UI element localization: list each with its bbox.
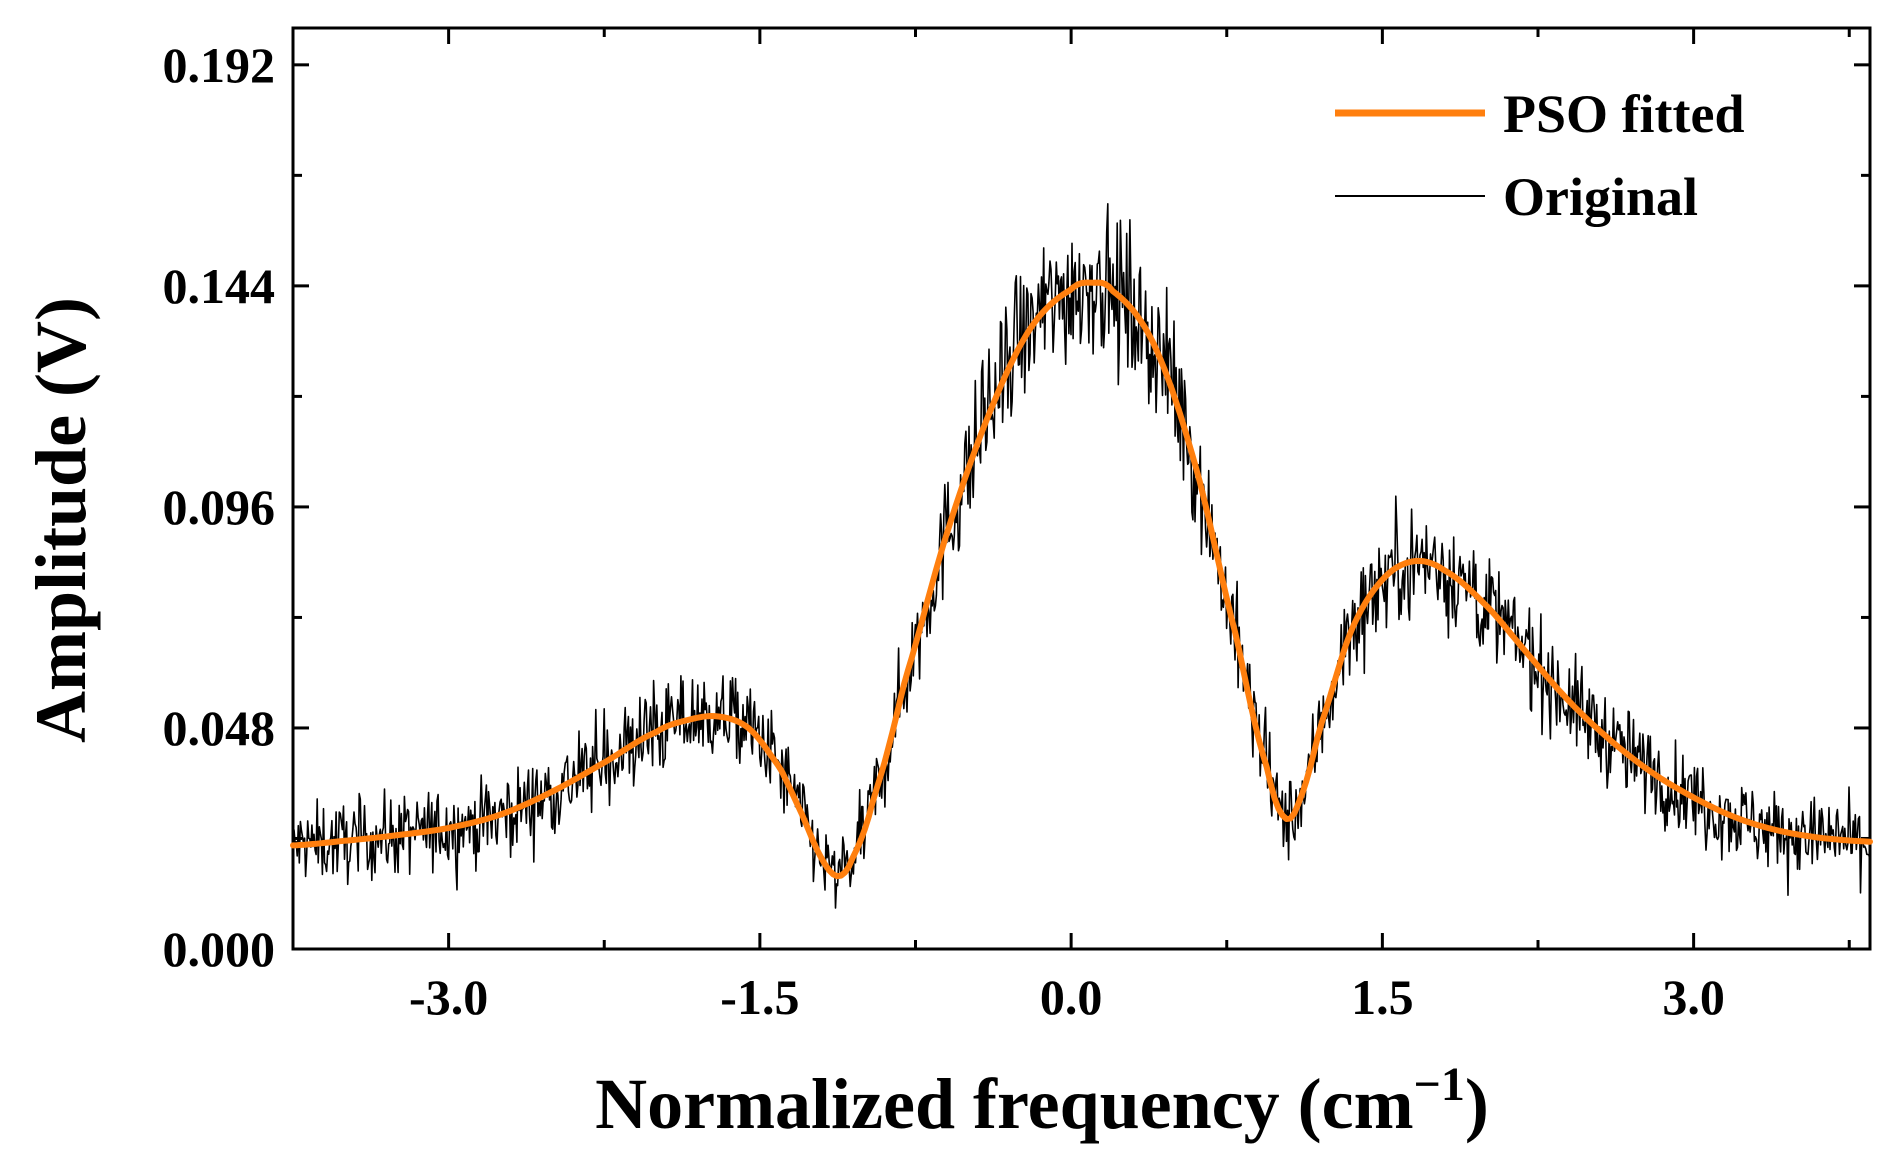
- legend: PSO fitted Original: [1335, 84, 1744, 227]
- tick-labels: -3.0 -1.5 0.0 1.5 3.0 0.000 0.048 0.096 0.144 0.1…: [163, 37, 1725, 1025]
- y-tick-label: 0.192: [163, 37, 276, 93]
- pso-fitted-series-line: [290, 279, 1873, 880]
- plot-area-frame: [291, 26, 1872, 951]
- y-tick-label: 0.144: [163, 258, 276, 314]
- original-series-group: [292, 203, 1871, 909]
- x-tick-label: -1.5: [720, 969, 799, 1025]
- y-tick-label: 0.048: [163, 700, 276, 756]
- y-tick-label: 0.096: [163, 479, 276, 535]
- legend-original-label: Original: [1503, 167, 1698, 227]
- x-axis-title-main: Normalized frequency (cm: [595, 1064, 1413, 1144]
- tick-marks: [291, 28, 1870, 951]
- x-tick-label: 0.0: [1040, 969, 1103, 1025]
- x-tick-label: -3.0: [409, 969, 488, 1025]
- x-axis-title: Normalized frequency (cm−1): [595, 1058, 1489, 1144]
- y-tick-label: 0.000: [163, 921, 276, 977]
- legend-pso-fitted-label: PSO fitted: [1503, 84, 1744, 144]
- x-axis-title-close: ): [1465, 1064, 1489, 1144]
- x-tick-label: 1.5: [1351, 969, 1414, 1025]
- x-tick-label: 3.0: [1662, 969, 1725, 1025]
- original-series-line: [292, 203, 1871, 909]
- fitted-series-group: [290, 279, 1873, 880]
- y-axis-title: Amplitude (V): [21, 297, 101, 743]
- x-axis-title-superscript: −1: [1414, 1058, 1465, 1111]
